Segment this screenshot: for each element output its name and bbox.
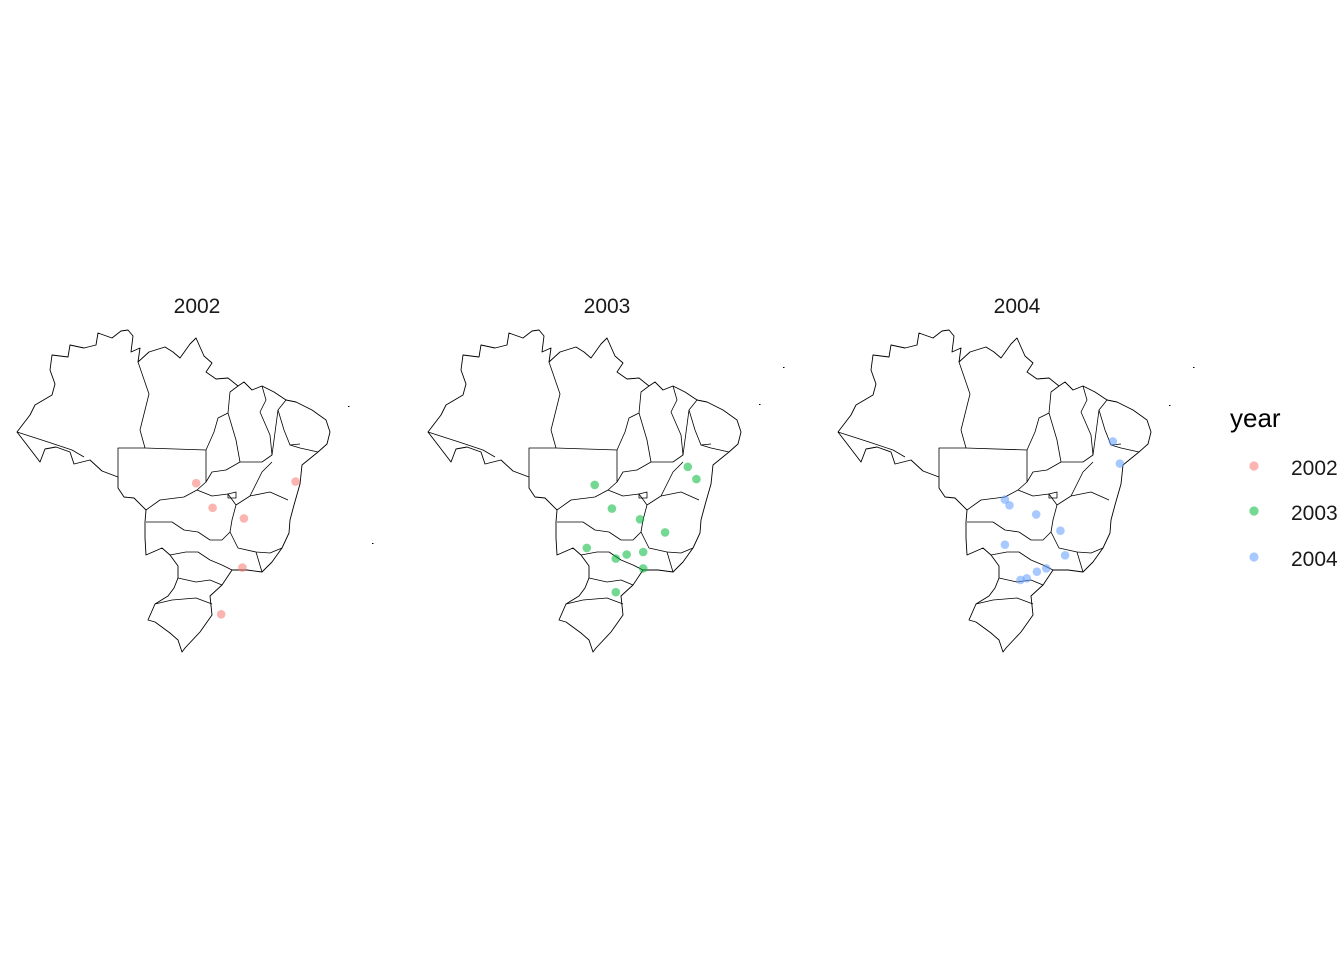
point-2003-2 — [635, 515, 645, 524]
brazil-state-map — [837, 329, 1152, 653]
facet-panel-2002: 2002 — [16, 295, 374, 653]
facet-title-2004: 2004 — [994, 295, 1041, 318]
legend-key-2003 — [1249, 506, 1259, 516]
point-2004-4 — [1115, 459, 1125, 468]
point-2004-8 — [1032, 567, 1042, 576]
point-2004-1 — [1005, 501, 1014, 510]
brazil-state-map — [16, 329, 331, 653]
stray-mark — [1169, 405, 1171, 406]
points-layer-2003 — [582, 462, 701, 597]
stray-mark — [372, 543, 374, 544]
point-2004-5 — [1056, 526, 1065, 535]
legend-label-2002: 2002 — [1291, 457, 1338, 480]
points-layer-2004 — [1000, 437, 1125, 585]
point-2004-0 — [1000, 495, 1010, 504]
point-2002-2 — [239, 514, 249, 523]
brazil-state-map — [427, 329, 742, 653]
point-2003-3 — [683, 462, 693, 472]
facet-title-2002: 2002 — [174, 295, 221, 318]
point-2004-6 — [1000, 540, 1010, 549]
legend: year 2002 2003 2004 — [1230, 403, 1338, 571]
point-2003-6 — [582, 543, 592, 553]
facet-title-2003: 2003 — [584, 295, 631, 318]
point-2002-0 — [191, 478, 201, 488]
point-2003-7 — [611, 554, 621, 563]
point-2003-0 — [590, 480, 599, 490]
legend-key-2004 — [1249, 552, 1259, 562]
stray-mark — [783, 367, 785, 368]
point-2003-9 — [638, 547, 648, 557]
points-layer-2002 — [191, 477, 300, 619]
point-2002-1 — [208, 503, 217, 513]
legend-title: year — [1230, 403, 1281, 433]
stray-mark — [759, 404, 761, 405]
legend-entry-2002: 2002 — [1249, 457, 1338, 480]
point-2003-10 — [638, 564, 648, 573]
point-2003-4 — [692, 474, 701, 484]
point-2004-7 — [1060, 551, 1070, 560]
point-2004-11 — [1016, 575, 1025, 585]
point-2004-3 — [1108, 437, 1118, 446]
legend-entry-2003: 2003 — [1249, 502, 1338, 525]
point-2004-2 — [1031, 510, 1041, 519]
legend-entry-2004: 2004 — [1249, 548, 1338, 571]
legend-key-2002 — [1249, 461, 1259, 471]
point-2002-4 — [238, 563, 247, 572]
point-2003-8 — [622, 550, 631, 559]
point-2003-5 — [660, 528, 670, 537]
point-2003-1 — [607, 504, 617, 513]
legend-label-2004: 2004 — [1291, 548, 1338, 571]
facet-panel-2004: 2004 — [837, 295, 1195, 653]
point-2003-11 — [611, 587, 621, 597]
stray-mark — [1193, 367, 1195, 368]
legend-label-2003: 2003 — [1291, 502, 1338, 525]
stray-mark — [348, 406, 350, 407]
point-2004-9 — [1042, 564, 1051, 573]
point-2002-3 — [291, 477, 300, 486]
facet-panel-2003: 2003 — [427, 295, 785, 653]
point-2002-5 — [216, 610, 226, 619]
